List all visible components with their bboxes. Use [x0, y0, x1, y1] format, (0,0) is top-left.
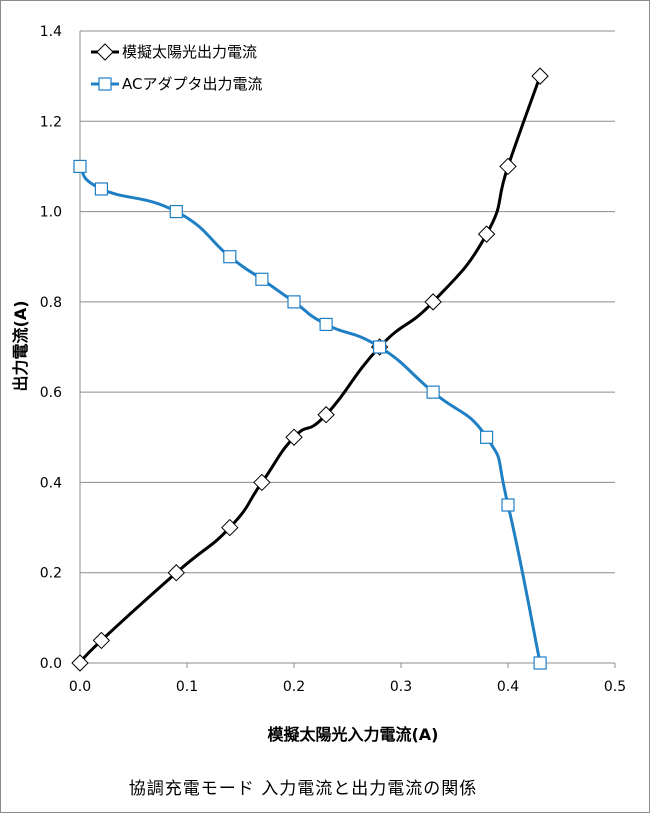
grid-lines — [80, 30, 615, 574]
data-point-square — [255, 272, 269, 286]
data-point-square — [480, 430, 494, 444]
y-axis-title: 出力電流(A) — [11, 300, 30, 391]
legend-marker-2 — [98, 77, 112, 91]
data-point-square — [319, 317, 333, 332]
y-tick-labels: 0.0 0.2 0.4 0.6 0.8 1.0 1.2 1.4 — [40, 24, 62, 672]
x-axis-title: 模擬太陽光入力電流(A) — [267, 725, 438, 744]
data-point-diamond — [499, 157, 517, 176]
y-tick-label: 1.2 — [40, 114, 62, 130]
axes — [79, 31, 616, 668]
y-tick-label: 0.6 — [40, 385, 62, 401]
data-point-square — [373, 340, 387, 354]
y-tick-label: 0.4 — [40, 475, 62, 491]
x-tick-label: 0.2 — [283, 679, 305, 695]
legend: 模擬太陽光出力電流 ACアダプタ出力電流 — [91, 43, 262, 93]
legend-label-1: 模擬太陽光出力電流 — [122, 43, 257, 61]
data-point-diamond — [221, 518, 239, 537]
x-tick-label: 0.1 — [176, 679, 198, 695]
data-point-square — [73, 159, 87, 174]
x-tick-label: 0.4 — [497, 679, 519, 695]
y-tick-label: 1.4 — [40, 24, 62, 40]
x-tick-labels: 0.0 0.1 0.2 0.3 0.4 0.5 — [69, 679, 626, 695]
data-point-diamond — [285, 428, 303, 446]
chart-caption: 協調充電モード 入力電流と出力電流の関係 — [129, 779, 477, 799]
data-point-diamond — [71, 654, 89, 672]
data-point-diamond — [253, 473, 271, 492]
y-tick-label: 1.0 — [40, 205, 62, 221]
data-point-diamond — [477, 225, 496, 243]
series-2 — [73, 159, 547, 670]
data-point-square — [169, 204, 183, 219]
x-tick-label: 0.5 — [604, 679, 626, 695]
data-point-square — [501, 498, 515, 512]
data-point-square — [533, 656, 547, 670]
y-tick-label: 0.0 — [40, 656, 62, 672]
data-point-square — [223, 250, 237, 264]
data-point-diamond — [424, 293, 442, 311]
x-tick-label: 0.3 — [390, 679, 412, 695]
data-point-square — [287, 295, 301, 309]
data-point-square — [94, 182, 109, 196]
y-tick-label: 0.8 — [40, 295, 62, 311]
series-line-1 — [78, 75, 542, 665]
x-tick-label: 0.0 — [69, 679, 91, 695]
data-point-diamond — [531, 67, 549, 85]
data-point-square — [426, 385, 440, 399]
series-layer — [71, 67, 549, 672]
legend-label-2: ACアダプタ出力電流 — [122, 75, 262, 93]
data-point-diamond — [92, 631, 111, 650]
y-tick-label: 0.2 — [40, 566, 62, 582]
series-line-2 — [78, 165, 542, 664]
legend-marker-1 — [96, 43, 114, 61]
series-1 — [71, 67, 549, 672]
data-point-diamond — [317, 406, 335, 424]
data-point-diamond — [167, 564, 186, 582]
